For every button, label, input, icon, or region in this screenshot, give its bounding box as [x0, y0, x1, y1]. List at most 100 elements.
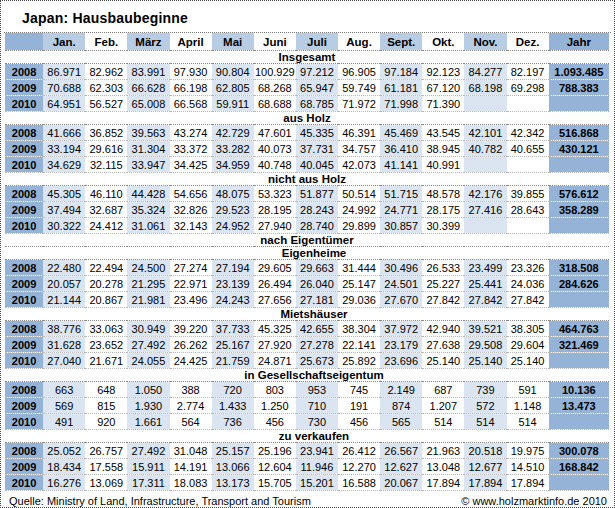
value-cell: 29.899	[338, 218, 380, 234]
value-cell: 62.303	[85, 80, 127, 96]
value-cell: 96.905	[338, 64, 380, 80]
value-cell: 17.558	[85, 459, 127, 475]
value-cell: 17.311	[127, 475, 169, 491]
table-row: 200841.66636.85239.56343.27442.72947.601…	[5, 125, 609, 141]
value-cell: 37.733	[212, 321, 254, 337]
table-row: 200937.49432.68735.32432.82629.52328.195…	[5, 202, 609, 218]
value-cell: 51.877	[296, 186, 338, 202]
value-cell: 1.148	[507, 398, 549, 414]
value-cell: 27.040	[43, 353, 85, 369]
page-title: Japan: Hausbaubeginne	[4, 3, 611, 33]
year-cell: 2009	[5, 141, 43, 157]
year-cell: 2010	[5, 475, 43, 491]
value-cell: 34.959	[212, 157, 254, 173]
value-cell: 18.083	[170, 475, 212, 491]
column-header: Juni	[254, 33, 296, 51]
value-cell: 33.063	[85, 321, 127, 337]
value-cell: 53.323	[254, 186, 296, 202]
value-cell: 21.295	[127, 276, 169, 292]
value-cell: 565	[380, 414, 422, 430]
value-cell: 40.748	[254, 157, 296, 173]
year-cell: 2009	[5, 80, 43, 96]
value-cell: 29.508	[464, 337, 506, 353]
value-cell: 42.342	[507, 125, 549, 141]
value-cell: 21.981	[127, 292, 169, 308]
value-cell: 48.578	[422, 186, 464, 202]
value-cell: 38.945	[422, 141, 464, 157]
value-cell: 23.496	[170, 292, 212, 308]
value-cell: 26.757	[85, 443, 127, 459]
column-header: Sept.	[380, 33, 422, 51]
value-cell: 920	[85, 414, 127, 430]
value-cell: 28.740	[296, 218, 338, 234]
table-row: 20086636481.0503887208039537452.14968773…	[5, 382, 609, 398]
value-cell: 27.194	[212, 260, 254, 276]
value-cell: 21.671	[85, 353, 127, 369]
value-cell: 24.771	[380, 202, 422, 218]
value-cell: 43.274	[170, 125, 212, 141]
value-cell: 25.052	[43, 443, 85, 459]
value-cell: 39.220	[170, 321, 212, 337]
value-cell: 514	[422, 414, 464, 430]
jahr-cell: 1.093.485	[549, 64, 609, 80]
year-cell: 2010	[5, 414, 43, 430]
value-cell: 648	[85, 382, 127, 398]
value-cell: 33.947	[127, 157, 169, 173]
value-cell: 25.441	[464, 276, 506, 292]
value-cell: 29.663	[296, 260, 338, 276]
value-cell: 34.629	[43, 157, 85, 173]
value-cell: 27.492	[127, 443, 169, 459]
year-cell: 2010	[5, 157, 43, 173]
value-cell: 27.181	[296, 292, 338, 308]
value-cell: 45.469	[380, 125, 422, 141]
value-cell: 27.274	[170, 260, 212, 276]
section-label-row: nicht aus Holz	[5, 173, 609, 186]
value-cell: 90.804	[212, 64, 254, 80]
section-label: Insgesamt	[5, 51, 609, 64]
value-cell: 33.194	[43, 141, 85, 157]
section-label-row: Insgesamt	[5, 51, 609, 64]
value-cell: 29.605	[254, 260, 296, 276]
value-cell: 29.616	[85, 141, 127, 157]
table-row: 201064.95156.52765.00866.56859.91168.688…	[5, 96, 609, 112]
jahr-cell: 516.868	[549, 125, 609, 141]
year-cell: 2010	[5, 353, 43, 369]
section-label-row: aus Holz	[5, 112, 609, 125]
value-cell: 45.325	[254, 321, 296, 337]
column-header: Mai	[212, 33, 254, 51]
value-cell: 27.670	[380, 292, 422, 308]
value-cell: 46.391	[338, 125, 380, 141]
jahr-cell: 321.469	[549, 337, 609, 353]
value-cell: 27.278	[296, 337, 338, 353]
value-cell: 1.207	[422, 398, 464, 414]
value-cell: 12.627	[380, 459, 422, 475]
value-cell: 514	[507, 414, 549, 430]
value-cell: 48.075	[212, 186, 254, 202]
value-cell: 39.855	[507, 186, 549, 202]
value-cell: 456	[254, 414, 296, 430]
section-label: aus Holz	[5, 112, 609, 125]
value-cell: 65.947	[296, 80, 338, 96]
value-cell: 24.055	[127, 353, 169, 369]
value-cell: 953	[296, 382, 338, 398]
table-row: 200838.77633.06330.94939.22037.73345.325…	[5, 321, 609, 337]
value-cell: 43.545	[422, 125, 464, 141]
value-cell	[464, 157, 506, 173]
footer: Quelle: Ministry of Land, Infrastructure…	[4, 491, 611, 507]
year-cell: 2008	[5, 260, 43, 276]
table-row: 200970.68862.30366.62866.19862.80568.268…	[5, 80, 609, 96]
table-row: 201030.32224.41231.06132.14324.95227.940…	[5, 218, 609, 234]
value-cell: 25.140	[422, 353, 464, 369]
value-cell: 45.305	[43, 186, 85, 202]
section-label: Mietshäuser	[5, 308, 609, 321]
section-label-row: zu verkaufen	[5, 430, 609, 443]
table-row: 200933.19429.61631.30433.37233.28240.073…	[5, 141, 609, 157]
value-cell: 739	[464, 382, 506, 398]
value-cell: 26.040	[296, 276, 338, 292]
value-cell: 24.501	[380, 276, 422, 292]
value-cell: 84.277	[464, 64, 506, 80]
value-cell: 23.652	[85, 337, 127, 353]
value-cell: 23.139	[212, 276, 254, 292]
source-note: Quelle: Ministry of Land, Infrastructure…	[9, 495, 311, 507]
value-cell: 26.494	[254, 276, 296, 292]
